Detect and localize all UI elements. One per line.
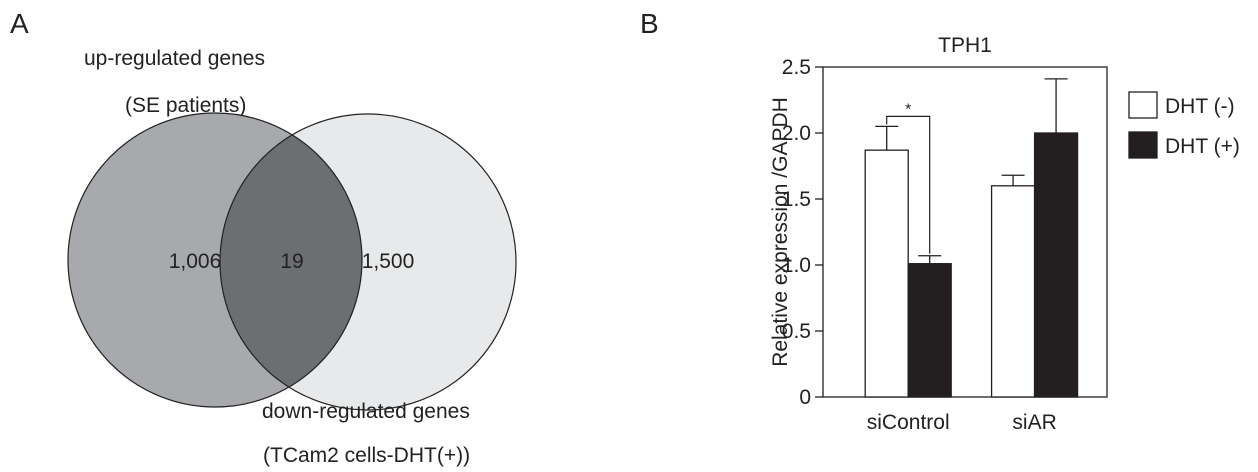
legend-label: DHT (+) [1165, 135, 1240, 158]
y-tick-label: 2.0 [782, 122, 811, 145]
venn-left-set-subtitle: (SE patients) [125, 94, 247, 117]
y-axis-label: Relative expression /GAPDH [769, 97, 792, 367]
venn-intersection-count: 19 [280, 250, 303, 273]
bar-siControl-dht-pos [907, 263, 952, 398]
venn-left-only-count: 1,006 [169, 250, 222, 273]
y-tick-label: 1.0 [782, 254, 811, 277]
panel-b-letter: B [640, 8, 659, 39]
venn-overlap-region [220, 114, 362, 407]
significance-bracket [886, 115, 931, 254]
chart-title: TPH1 [938, 34, 992, 57]
plot-frame [822, 66, 1108, 398]
bar-chart: TPH1 Relative expression /GAPDH 0 0.5 1.0 1.5… [769, 34, 1240, 434]
y-tick-label: 0.5 [782, 320, 811, 343]
panel-a-letter: A [10, 8, 29, 39]
x-tick-label: siControl [867, 411, 950, 434]
bar-siControl-dht-neg [864, 149, 909, 398]
venn-left-set-title: up-regulated genes [84, 47, 265, 70]
y-tick-label: 0 [799, 386, 811, 409]
venn-left-outline [67, 112, 363, 408]
x-tick-label: siAR [1012, 411, 1056, 434]
bar-siAR-dht-neg [990, 185, 1036, 398]
y-tick-label: 2.5 [782, 56, 811, 79]
y-tick-label: 1.5 [782, 188, 811, 211]
venn-diagram: 1,006 19 1,500 [67, 112, 517, 411]
significance-star: * [905, 101, 911, 118]
legend-label: DHT (-) [1165, 95, 1235, 118]
legend-swatch [1128, 91, 1158, 119]
legend-swatch [1128, 131, 1158, 159]
venn-right-set-subtitle: (TCam2 cells-DHT(+)) [263, 444, 471, 467]
venn-right-only-count: 1,500 [362, 250, 415, 273]
bar-siAR-dht-pos [1033, 132, 1079, 398]
venn-right-set-title: down-regulated genes [262, 400, 470, 423]
venn-right-outline [219, 113, 517, 411]
